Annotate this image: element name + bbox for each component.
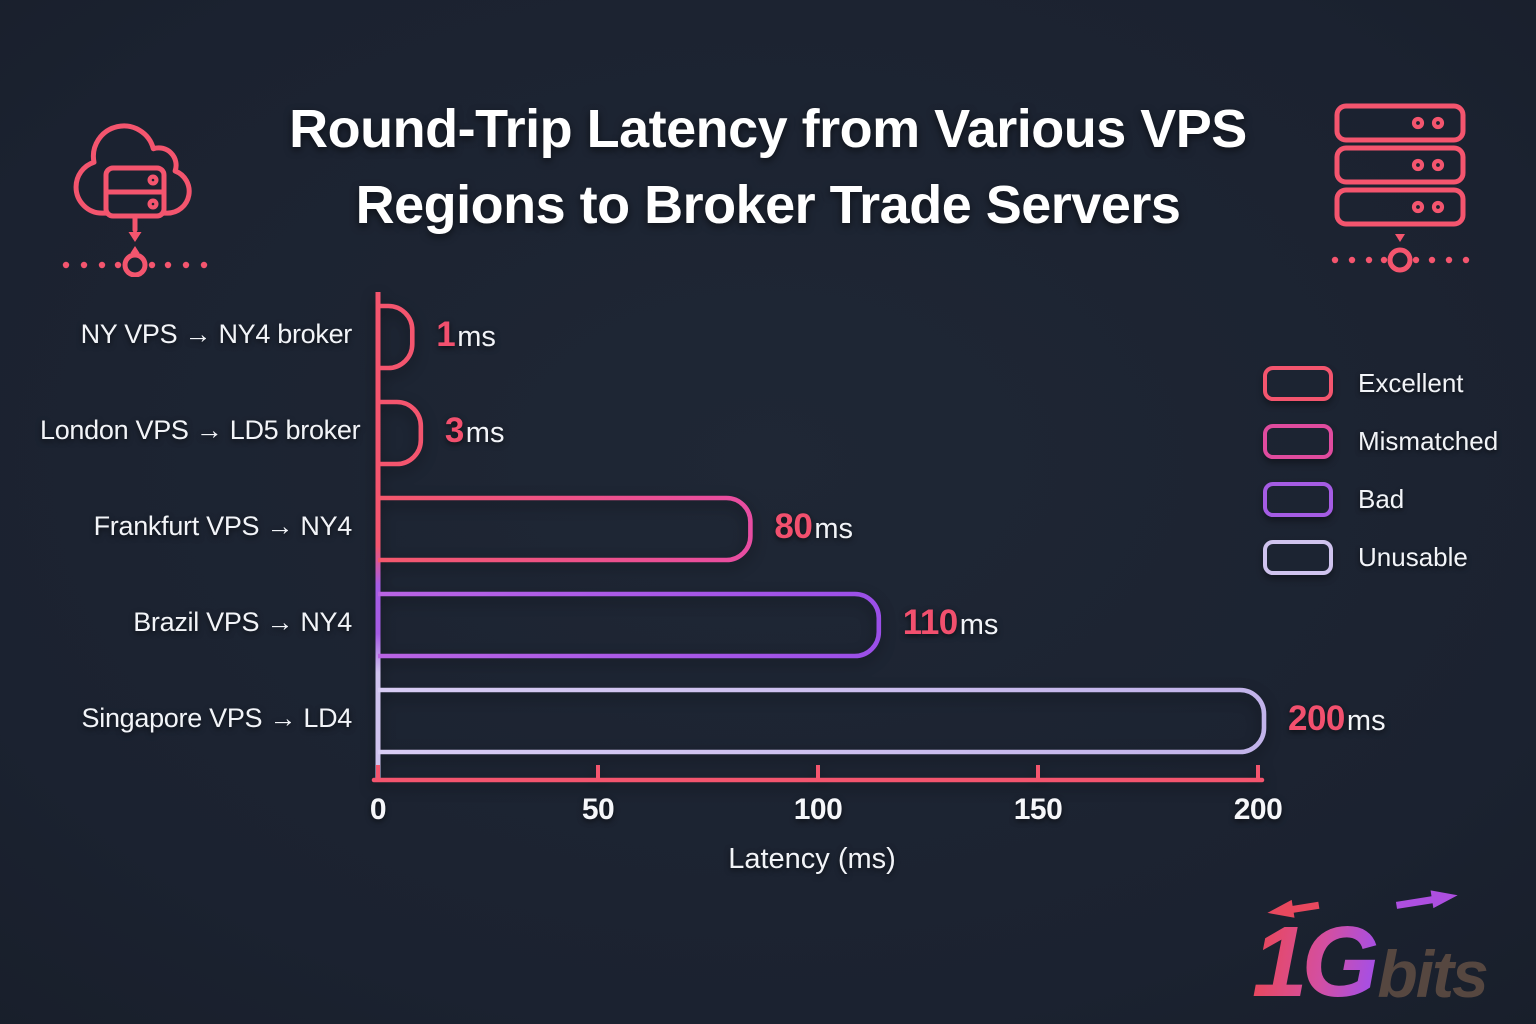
bar-value-number: 200 [1288, 699, 1345, 738]
brand-logo: 1G bits [1252, 890, 1522, 1012]
bar-category-label: Singapore VPS → LD4 [81, 703, 353, 733]
chart-title: Round-Trip Latency from Various VPS Regi… [0, 92, 1536, 243]
bar-mismatched [378, 495, 753, 563]
left-arrow-icon [1267, 899, 1320, 918]
bar-value-number: 3 [444, 411, 464, 450]
arrow-down-icon [1395, 234, 1405, 242]
legend-label: Unusable [1358, 542, 1468, 572]
legend-swatch [1263, 424, 1333, 459]
legend-item: Bad [1263, 482, 1498, 517]
bar-category-label: Brazil VPS → NY4 [133, 607, 352, 637]
x-axis-title: Latency (ms) [728, 843, 896, 875]
bar-value-number: 1 [436, 315, 456, 354]
bar-category-label: NY VPS → NY4 broker [80, 319, 353, 349]
arrow-down-icon [128, 232, 142, 253]
bar-value-unit: ms [814, 513, 853, 545]
brand-logo-arrows [1267, 890, 1458, 918]
bar-unusable [378, 687, 1267, 755]
brand-logo-1g: 1G [1252, 912, 1379, 1012]
legend-swatch [1263, 482, 1333, 517]
bar-category-label: London VPS → LD5 broker [40, 415, 361, 445]
bar-value-label: 200ms [1288, 699, 1386, 739]
legend-item: Unusable [1263, 540, 1498, 575]
bar-value-label: 1ms [436, 315, 496, 355]
server-stack-icon [1331, 103, 1470, 273]
legend-label: Bad [1358, 484, 1405, 514]
bar-category-label: Frankfurt VPS → NY4 [93, 511, 353, 541]
network-node-row [1331, 247, 1470, 273]
chart-title-line2: Regions to Broker Trade Servers [355, 174, 1181, 235]
brand-logo-bits: bits [1377, 937, 1488, 1011]
bar-value-unit: ms [457, 321, 496, 353]
network-node-row [62, 252, 208, 277]
legend-label: Excellent [1358, 368, 1464, 398]
x-axis-tick-label: 200 [1233, 793, 1283, 826]
legend-swatch [1263, 540, 1333, 575]
x-axis-tick-label: 150 [1013, 793, 1063, 826]
bar-value-unit: ms [465, 417, 505, 449]
cloud-server-icon [58, 92, 208, 277]
bar-value-label: 110ms [903, 603, 999, 643]
bar-value-number: 80 [774, 507, 813, 546]
legend-swatch [1263, 366, 1333, 401]
legend-item: Excellent [1263, 366, 1498, 401]
bar-excellent [378, 303, 415, 371]
bar-value-unit: ms [1346, 705, 1386, 737]
x-axis-tick-label: 0 [369, 793, 387, 826]
x-axis-tick-label: 100 [793, 793, 843, 826]
x-axis-tick-label: 50 [581, 793, 615, 826]
legend-label: Mismatched [1358, 426, 1499, 456]
bar-excellent [378, 399, 424, 467]
bar-value-unit: ms [959, 609, 999, 641]
bar-value-number: 110 [902, 603, 958, 642]
bar-value-label: 80ms [774, 507, 853, 547]
bar-value-label: 3ms [445, 411, 505, 451]
legend-item: Mismatched [1263, 424, 1498, 459]
bar-bad [378, 591, 882, 659]
chart-title-line1: Round-Trip Latency from Various VPS [289, 99, 1247, 159]
cloud-outline [76, 126, 189, 213]
legend: Excellent Mismatched Bad Unusable [1263, 366, 1498, 598]
right-arrow-icon [1395, 890, 1458, 909]
